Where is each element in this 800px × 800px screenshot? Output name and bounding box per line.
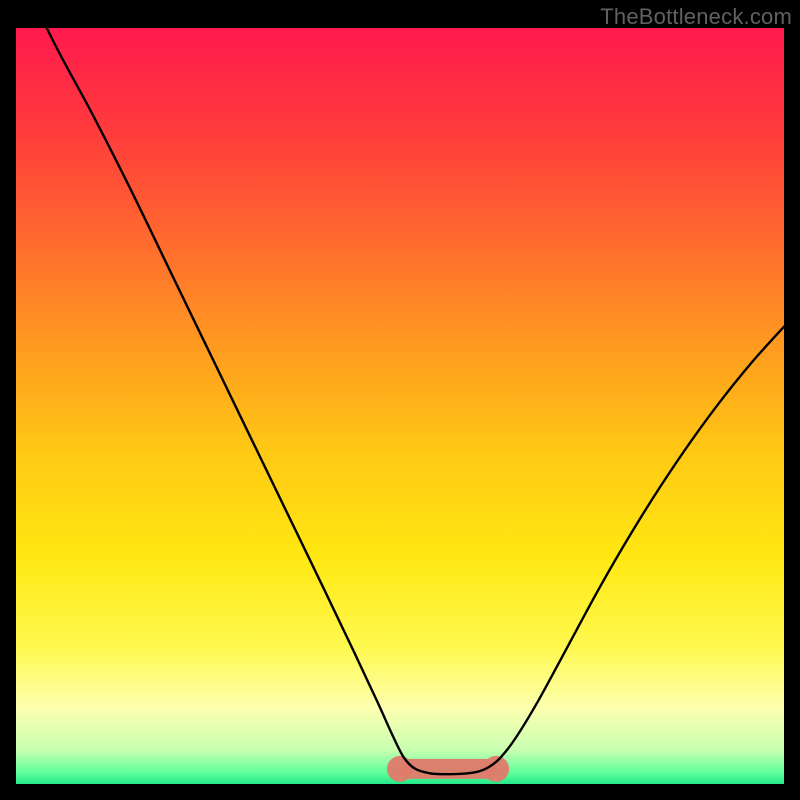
gradient-background [16, 28, 784, 784]
chart-container: TheBottleneck.com [0, 0, 800, 800]
bottleneck-curve-chart [16, 28, 784, 784]
watermark-text: TheBottleneck.com [600, 4, 792, 30]
marker-cap-left [387, 756, 413, 782]
plot-area [16, 28, 784, 784]
